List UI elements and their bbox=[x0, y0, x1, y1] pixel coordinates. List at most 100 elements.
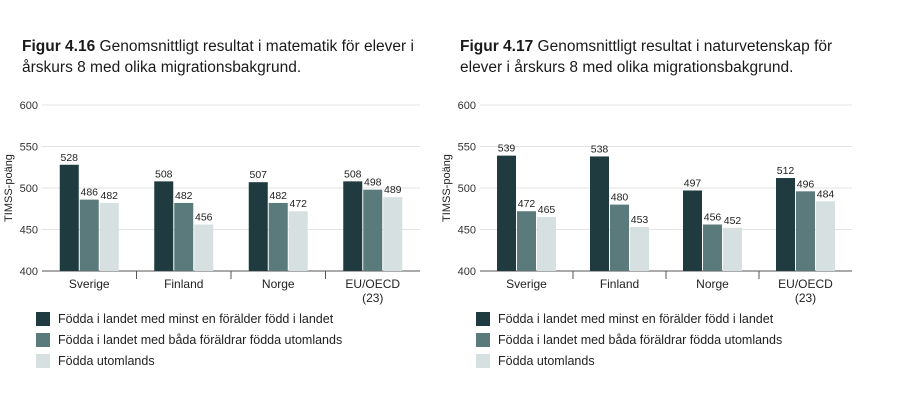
category-label: (23) bbox=[362, 291, 383, 305]
legend-label: Födda i landet med båda föräldrar födda … bbox=[58, 332, 343, 347]
data-label: 507 bbox=[249, 169, 267, 181]
data-label: 539 bbox=[498, 143, 516, 155]
bar bbox=[517, 211, 536, 271]
legend-item: Födda i landet med båda föräldrar födda … bbox=[36, 329, 342, 350]
y-tick-label: 500 bbox=[20, 183, 38, 195]
category-label: Finland bbox=[600, 277, 639, 291]
y-tick-label: 550 bbox=[20, 142, 38, 154]
figure-title: Genomsnittligt resultat i matematik för … bbox=[22, 38, 414, 76]
bar bbox=[363, 189, 383, 271]
bar bbox=[703, 224, 722, 271]
bar bbox=[154, 181, 174, 271]
bar bbox=[288, 211, 308, 271]
legend-swatch bbox=[36, 353, 50, 368]
y-tick-label: 450 bbox=[458, 225, 476, 237]
bar bbox=[99, 202, 119, 271]
bar bbox=[683, 190, 702, 271]
bar bbox=[79, 199, 99, 271]
figure-caption: Figur 4.17 Genomsnittligt resultat i nat… bbox=[460, 36, 870, 78]
legend-item: Födda i landet med minst en förälder föd… bbox=[36, 308, 342, 329]
category-label: EU/OECD bbox=[345, 277, 400, 291]
data-label: 472 bbox=[518, 198, 536, 210]
legend-label: Födda utomlands bbox=[58, 353, 155, 368]
category-label: Norge bbox=[262, 277, 295, 291]
bar bbox=[248, 182, 268, 271]
y-tick-label: 550 bbox=[458, 142, 476, 154]
category-label: (23) bbox=[795, 291, 816, 305]
legend-swatch bbox=[476, 353, 490, 368]
category-label: Norge bbox=[696, 277, 729, 291]
y-tick-label: 500 bbox=[458, 183, 476, 195]
data-label: 497 bbox=[684, 177, 702, 189]
data-label: 482 bbox=[175, 190, 193, 202]
bar-chart-science: 400 450 500 550 600 TIMSS-poäng 539 472 465 Sveri… bbox=[441, 100, 852, 305]
data-label: 472 bbox=[289, 198, 307, 210]
data-label: 486 bbox=[80, 187, 98, 199]
data-label: 538 bbox=[591, 143, 609, 155]
bar bbox=[723, 227, 742, 271]
data-label: 498 bbox=[364, 177, 382, 189]
legend-swatch bbox=[36, 311, 50, 326]
data-label: 456 bbox=[704, 212, 722, 224]
legend-swatch bbox=[476, 311, 490, 326]
legend-label: Födda utomlands bbox=[498, 353, 595, 368]
bar bbox=[194, 224, 214, 271]
data-label: 456 bbox=[195, 212, 213, 224]
figure-4-17: Figur 4.17 Genomsnittligt resultat i nat… bbox=[440, 0, 880, 400]
bar bbox=[630, 227, 649, 271]
legend-label: Födda i landet med båda föräldrar födda … bbox=[498, 332, 783, 347]
data-label: 508 bbox=[344, 168, 362, 180]
legend-swatch bbox=[36, 332, 50, 347]
figure-caption: Figur 4.16 Genomsnittligt resultat i mat… bbox=[22, 36, 432, 78]
figure-title: Genomsnittligt resultat i naturvetenskap… bbox=[460, 38, 833, 76]
bar bbox=[537, 217, 556, 271]
bar bbox=[383, 197, 403, 271]
chart-legend: Födda i landet med minst en förälder föd… bbox=[36, 308, 342, 371]
y-tick-label: 400 bbox=[20, 266, 38, 278]
category-label: Finland bbox=[164, 277, 203, 291]
data-label: 496 bbox=[797, 178, 815, 190]
legend-swatch bbox=[476, 332, 490, 347]
data-label: 453 bbox=[631, 214, 649, 226]
legend-label: Födda i landet med minst en förälder föd… bbox=[58, 311, 334, 326]
data-label: 482 bbox=[100, 190, 118, 202]
data-label: 528 bbox=[60, 152, 78, 164]
data-label: 465 bbox=[538, 204, 556, 216]
bar bbox=[268, 202, 288, 271]
y-tick-label: 400 bbox=[458, 266, 476, 278]
bar bbox=[590, 156, 609, 271]
figure-number: Figur 4.16 bbox=[22, 38, 96, 55]
category-label: Sverige bbox=[506, 277, 547, 291]
legend-item: Födda i landet med minst en förälder föd… bbox=[476, 308, 782, 329]
bar bbox=[343, 181, 363, 271]
data-label: 508 bbox=[155, 168, 173, 180]
bar bbox=[816, 201, 835, 271]
data-label: 480 bbox=[611, 192, 629, 204]
legend-item: Födda i landet med båda föräldrar födda … bbox=[476, 329, 782, 350]
figure-number: Figur 4.17 bbox=[460, 38, 534, 55]
data-label: 512 bbox=[777, 165, 795, 177]
chart-legend: Födda i landet med minst en förälder föd… bbox=[476, 308, 782, 371]
bar bbox=[174, 202, 194, 271]
bar bbox=[497, 155, 516, 271]
legend-item: Födda utomlands bbox=[476, 350, 782, 371]
data-label: 489 bbox=[384, 184, 402, 196]
bar bbox=[776, 178, 795, 271]
bar bbox=[796, 191, 815, 271]
legend-label: Födda i landet med minst en förälder föd… bbox=[498, 311, 774, 326]
bar bbox=[59, 164, 79, 271]
y-tick-label: 450 bbox=[20, 225, 38, 237]
data-label: 482 bbox=[269, 190, 287, 202]
legend-item: Födda utomlands bbox=[36, 350, 342, 371]
data-label: 452 bbox=[724, 215, 742, 227]
y-tick-label: 600 bbox=[20, 100, 38, 112]
y-axis-label: TIMSS-poäng bbox=[3, 154, 15, 222]
y-axis-label: TIMSS-poäng bbox=[441, 154, 453, 222]
bar bbox=[610, 204, 629, 271]
category-label: EU/OECD bbox=[778, 277, 833, 291]
y-tick-label: 600 bbox=[458, 100, 476, 112]
figure-4-16: Figur 4.16 Genomsnittligt resultat i mat… bbox=[0, 0, 440, 400]
data-label: 484 bbox=[817, 188, 835, 200]
category-label: Sverige bbox=[69, 277, 110, 291]
